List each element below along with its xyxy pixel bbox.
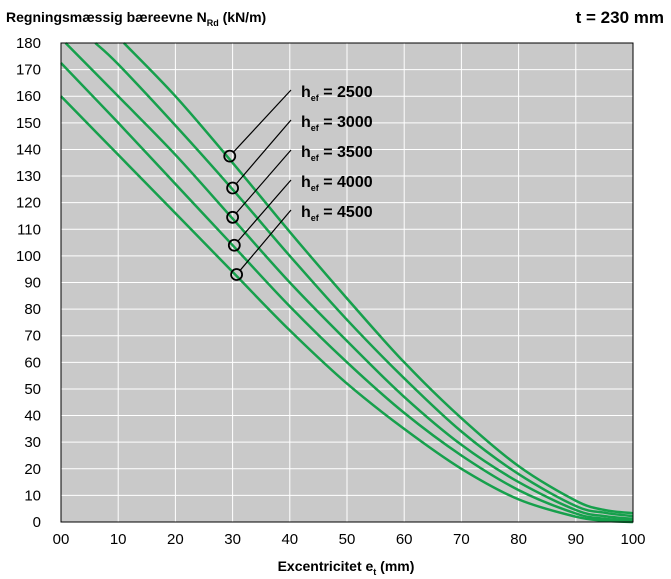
series-label: hef = 3000 xyxy=(301,114,373,133)
series-line xyxy=(123,42,634,515)
plot-frame xyxy=(60,42,634,523)
y-axis-ticks: 0 10 20 30 40 50 60 70 80 90 100 110 120 130 140 150 160… xyxy=(16,35,41,531)
x-tick-label: 80 xyxy=(510,531,527,548)
series-marker xyxy=(230,268,244,281)
x-tick-label: 90 xyxy=(567,531,584,548)
y-tick-label: 30 xyxy=(24,434,41,451)
y-tick-label: 0 xyxy=(33,514,41,531)
y-tick-label: 150 xyxy=(16,115,41,132)
y-tick-label: 20 xyxy=(24,461,41,478)
x-tick-label: 30 xyxy=(224,531,241,548)
y-tick-label: 160 xyxy=(16,88,41,105)
leader-line xyxy=(239,209,292,271)
series-marker xyxy=(223,149,237,163)
series-marker xyxy=(226,181,240,195)
series-marker xyxy=(227,238,241,252)
series-line xyxy=(94,42,634,518)
y-tick-label: 40 xyxy=(24,408,41,425)
x-tick-label: 10 xyxy=(110,531,127,548)
x-tick-label: 20 xyxy=(167,531,184,548)
y-tick-label: 90 xyxy=(24,275,41,292)
annotation-leaders xyxy=(223,89,292,281)
series-line xyxy=(60,62,634,522)
series-labels: hef = 2500 hef = 3000 hef = 3500 hef = 4000… xyxy=(301,84,373,223)
y-tick-label: 130 xyxy=(16,168,41,185)
x-tick-label: 40 xyxy=(281,531,298,548)
y-tick-label: 180 xyxy=(16,35,41,52)
series-label: hef = 4500 xyxy=(301,204,373,223)
y-tick-label: 170 xyxy=(16,62,41,79)
series-label: hef = 4000 xyxy=(301,174,373,193)
series-line xyxy=(64,42,634,521)
leader-line xyxy=(235,149,292,214)
leader-line xyxy=(235,119,292,185)
series-marker xyxy=(226,210,240,224)
y-tick-label: 10 xyxy=(24,487,41,504)
series-lines xyxy=(60,42,634,524)
leader-line xyxy=(237,179,292,242)
chart-subtitle-thickness: t = 230 mm xyxy=(576,8,664,27)
y-tick-label: 80 xyxy=(24,301,41,318)
x-tick-label: 70 xyxy=(453,531,470,548)
x-tick-label: 100 xyxy=(620,531,645,548)
y-tick-label: 140 xyxy=(16,141,41,158)
y-tick-label: 110 xyxy=(17,221,41,238)
series-label: hef = 2500 xyxy=(301,84,373,103)
series-line xyxy=(60,95,634,524)
x-tick-label: 60 xyxy=(396,531,413,548)
x-tick-label: 00 xyxy=(53,531,70,548)
y-tick-label: 60 xyxy=(24,354,41,371)
y-tick-label: 70 xyxy=(24,328,41,345)
x-axis-ticks: 00 10 20 30 40 50 60 70 80 90 100 xyxy=(53,531,646,548)
y-tick-label: 50 xyxy=(24,381,41,398)
y-tick-label: 100 xyxy=(16,248,41,265)
series-label: hef = 3500 xyxy=(301,144,373,163)
x-axis-label: Excentricitet et (mm) xyxy=(278,558,415,577)
leader-line xyxy=(233,89,292,153)
chart-title: Regningsmæssig bæreevne NRd (kN/m) xyxy=(6,9,266,28)
x-tick-label: 50 xyxy=(339,531,356,548)
y-tick-label: 120 xyxy=(16,195,41,212)
